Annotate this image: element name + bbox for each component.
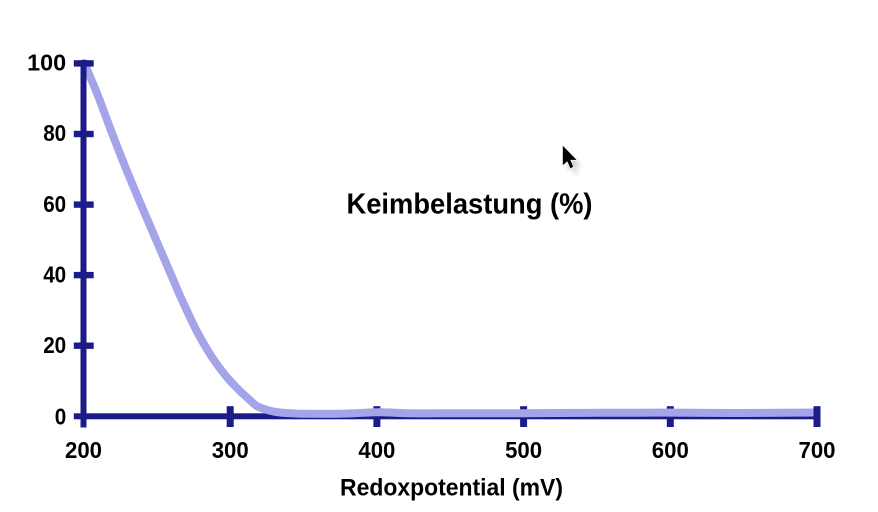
svg-text:600: 600 — [652, 437, 689, 463]
svg-text:300: 300 — [212, 437, 249, 463]
svg-text:500: 500 — [505, 437, 542, 463]
svg-text:100: 100 — [27, 50, 66, 76]
svg-text:40: 40 — [43, 261, 66, 287]
svg-text:700: 700 — [799, 437, 836, 463]
svg-text:400: 400 — [358, 437, 395, 463]
svg-text:60: 60 — [43, 191, 66, 217]
svg-text:Keimbelastung (%): Keimbelastung (%) — [347, 189, 593, 221]
svg-text:200: 200 — [65, 437, 102, 463]
svg-text:20: 20 — [43, 332, 66, 358]
svg-text:Redoxpotential (mV): Redoxpotential (mV) — [340, 475, 563, 502]
svg-text:0: 0 — [55, 404, 67, 430]
svg-text:80: 80 — [43, 120, 66, 146]
